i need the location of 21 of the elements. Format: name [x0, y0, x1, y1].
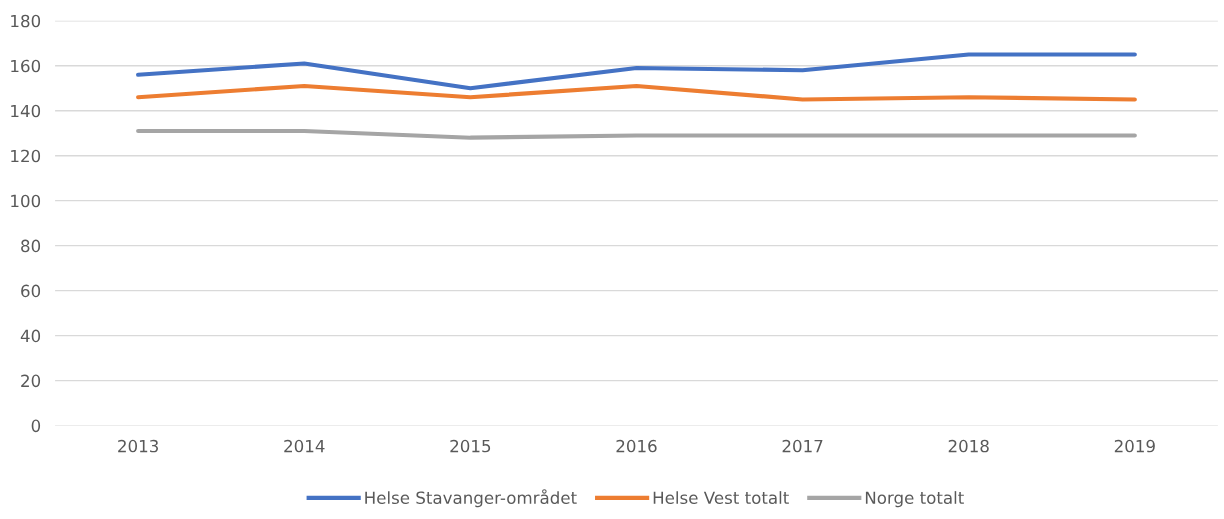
y-tick-label: 80 — [21, 239, 41, 253]
y-tick-label: 160 — [11, 59, 41, 73]
y-tick-label: 120 — [11, 149, 41, 163]
y-tick-label: 20 — [21, 374, 41, 388]
x-tick-label: 2014 — [284, 439, 325, 453]
x-tick-label: 2015 — [450, 439, 491, 453]
x-tick-label: 2019 — [1114, 439, 1155, 453]
y-tick-label: 180 — [11, 14, 41, 28]
y-tick-label: 100 — [11, 194, 41, 208]
line-series — [136, 52, 1137, 91]
x-tick-label: 2018 — [948, 439, 989, 453]
x-tick-label: 2013 — [118, 439, 159, 453]
legend-label: Helse Vest totalt — [653, 491, 789, 505]
y-tick-label: 60 — [21, 284, 41, 298]
x-tick-label: 2017 — [782, 439, 823, 453]
y-tick-label: 0 — [31, 419, 41, 433]
y-tick-label: 40 — [20, 329, 41, 343]
legend-label: Norge totalt — [865, 491, 964, 508]
legend-label: Helse Stavanger-området — [365, 489, 577, 508]
x-tick-label: 2016 — [616, 439, 657, 453]
y-tick-label: 140 — [11, 104, 41, 118]
